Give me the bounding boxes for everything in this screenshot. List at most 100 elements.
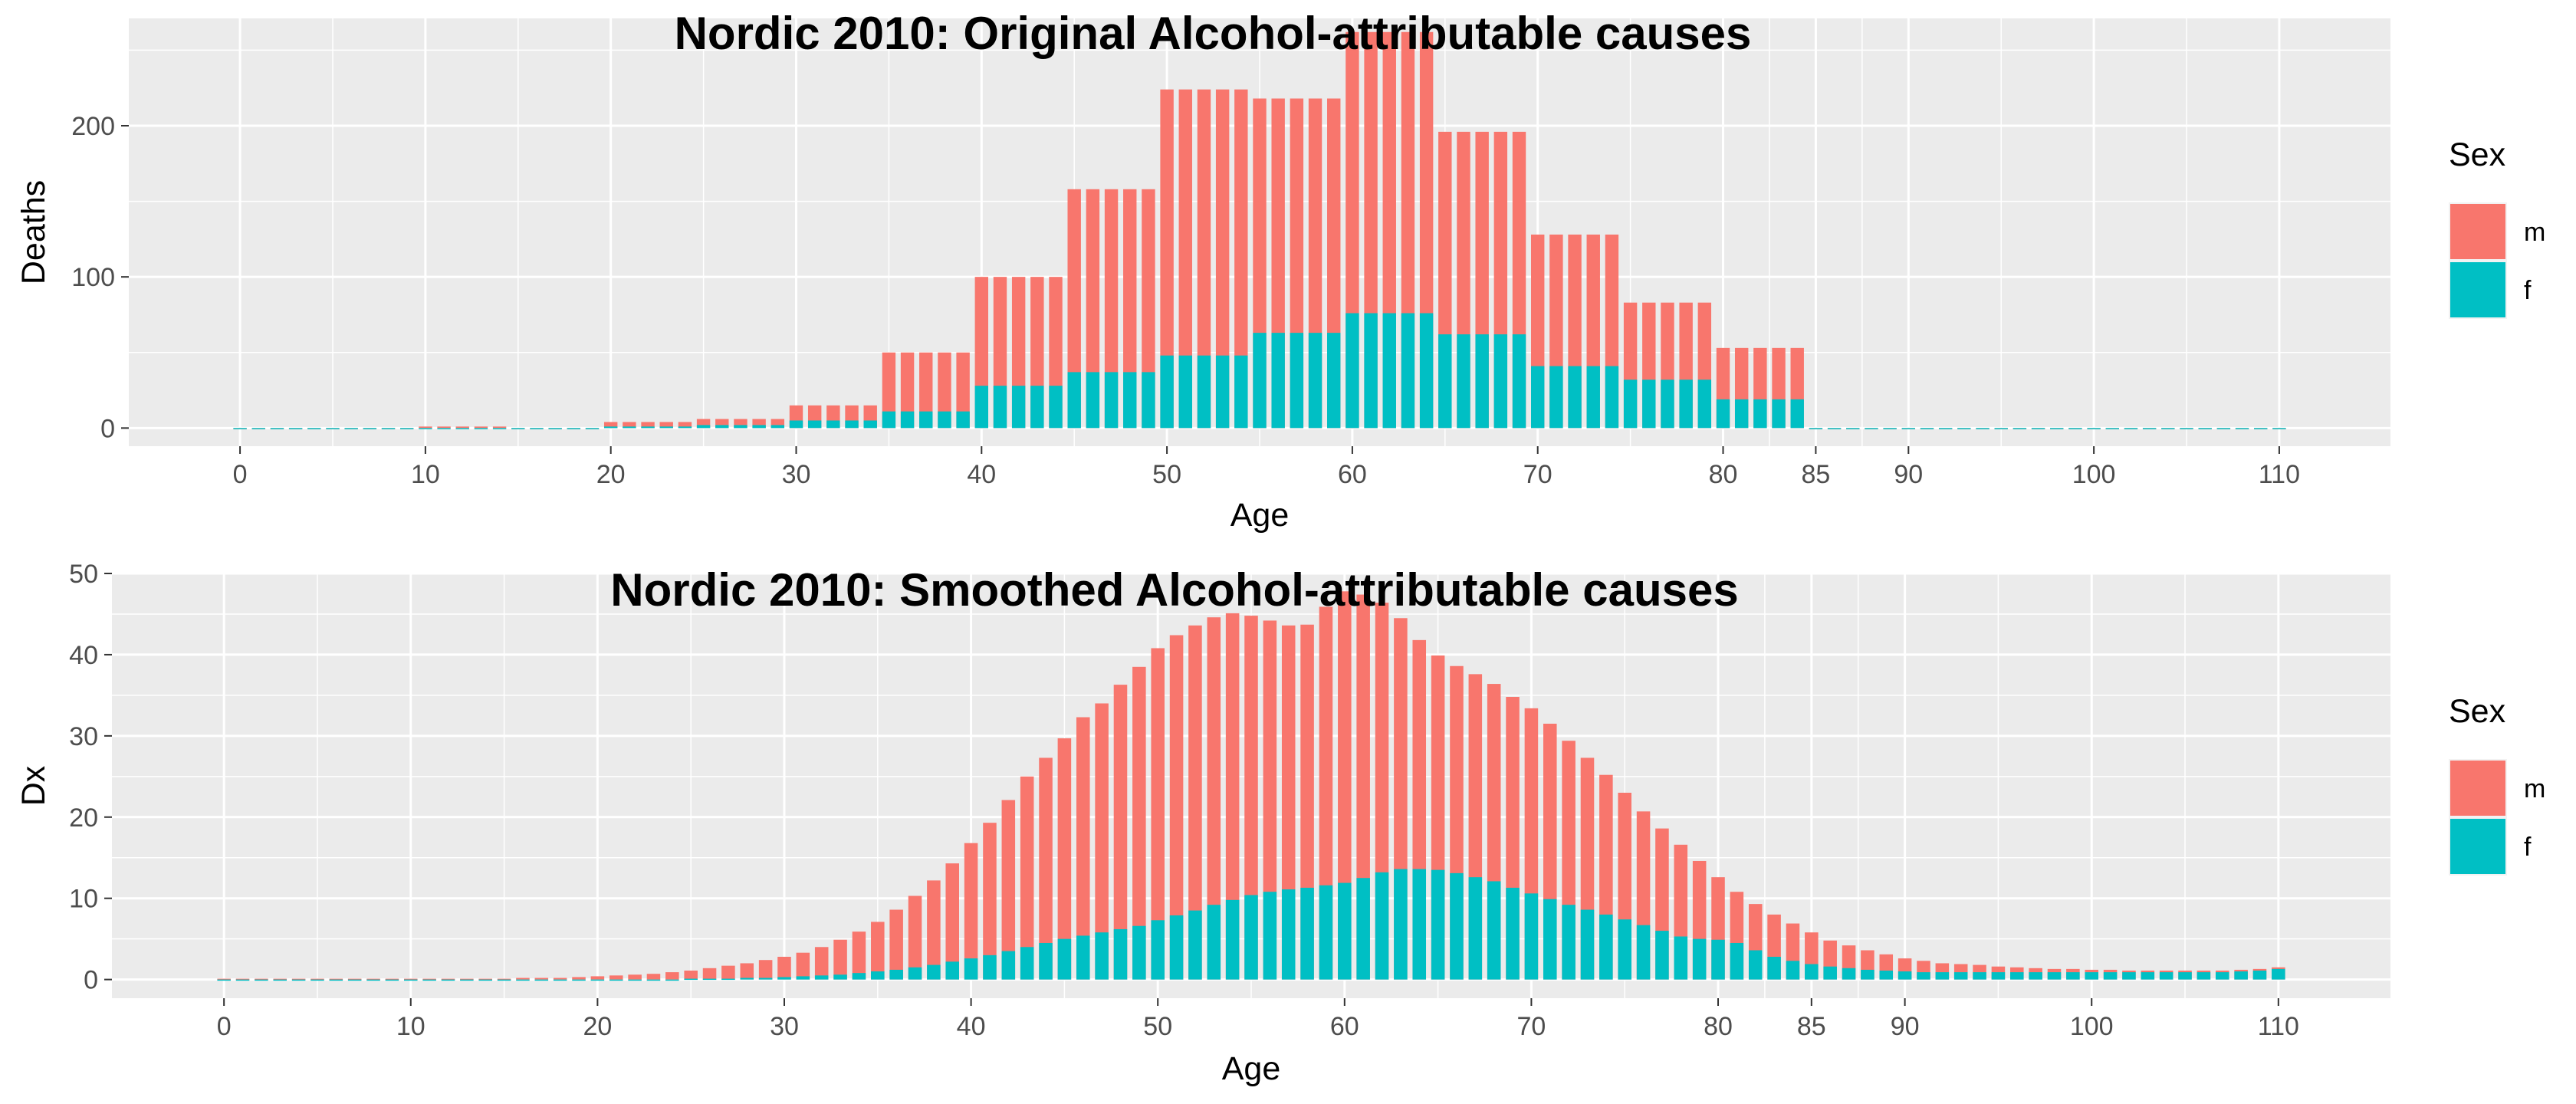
bar-f [1562,905,1576,980]
bar-f [1697,380,1712,429]
bar-m [908,895,922,980]
bar-m [900,352,915,429]
bar-f [307,428,321,429]
bar-f [1711,939,1725,980]
chart-title: Nordic 2010: Smoothed Alcohol-attributab… [610,564,1738,616]
bar-m [235,978,250,981]
bar-f [2272,968,2285,980]
bar-f [927,964,941,980]
bar-f [1506,887,1520,980]
bar-f [1674,936,1688,980]
bar-m [437,426,451,429]
bar-f [288,428,303,429]
bar-f [665,979,679,981]
bar-m [1178,89,1192,429]
y-axis-title: Deaths [15,180,52,284]
bar-f [1215,355,1230,429]
bar-f [1151,920,1165,980]
series-f [217,869,2285,981]
bar-m [684,970,698,980]
bar-f [251,428,265,429]
bar-f [2235,428,2249,429]
bar-f [310,979,324,981]
bar-f [1468,877,1483,980]
x-tick-label: 70 [1516,1012,1546,1041]
bar-f [752,425,766,429]
bar-f [1271,333,1285,429]
bar-f [1846,428,1860,429]
bar-f [945,961,959,980]
x-tick-label: 90 [1891,1012,1920,1041]
bar-m [329,978,343,981]
bar-f [814,975,829,980]
bar-f [217,979,231,981]
bar-f [2254,428,2268,429]
bar-f [385,979,399,981]
bar-m [777,956,791,980]
bar-f [1375,872,1389,980]
bar-f [235,979,250,981]
bar-m [1188,625,1202,980]
legend: Sex m f [2449,693,2545,876]
bar-f [2142,428,2157,429]
chart-title: Nordic 2010: Original Alcohol-attributab… [675,8,1752,59]
bar-m [590,976,605,980]
x-tick-label: 50 [1152,460,1181,489]
bar-f [641,426,655,429]
bar-f [590,979,605,981]
bar-f [938,411,951,429]
bar-f [646,979,661,981]
chart-panel-1: 0 10 20 30 40 50 60 70 80 85 90 100 110 0 100 200 Nordic… [15,8,2545,534]
bar-f [919,411,933,429]
series-f [233,313,2286,429]
bar-f [329,979,343,981]
bar-f [826,420,840,429]
bar-f [363,428,377,429]
bar-f [1197,355,1211,429]
bar-f [1178,355,1192,429]
bar-m [752,419,766,429]
bar-f [2272,428,2286,429]
bar-f [2085,972,2098,980]
bar-m [385,978,399,981]
bar-f [1057,938,1072,980]
y-tick-label: 200 [71,112,115,141]
bar-f [478,979,492,981]
bar-f [1953,972,1968,980]
bar-f [1524,893,1539,980]
x-tick-label: 10 [411,460,440,489]
bar-m [983,823,997,980]
bar-f [974,386,988,429]
bar-m [404,978,418,981]
bar-f [2031,428,2045,429]
bar-f [1716,399,1730,429]
bar-m [492,426,507,429]
x-tick-label: 20 [583,1012,612,1041]
bar-m [497,978,511,981]
bar-m [1197,89,1211,429]
bar-f [1011,386,1026,429]
bar-f [1188,910,1202,980]
bar-f [1207,905,1221,980]
bar-f [1618,919,1631,980]
bar-m [1001,800,1016,980]
bar-f [1734,399,1749,429]
bar-f [1356,878,1370,980]
bar-f [2047,972,2062,980]
y-tick-label: 10 [69,885,98,914]
bar-f [1319,885,1333,980]
bar-m [1142,189,1155,429]
bar-m [927,880,941,980]
bar-m [702,968,717,980]
bar-f [696,425,711,429]
bar-f [609,979,623,981]
x-tick-label: 70 [1523,460,1552,489]
x-tick-label: 80 [1704,1012,1733,1041]
bar-m [740,963,754,980]
x-tick-label: 40 [957,1012,986,1041]
bar-m [553,978,567,980]
bar-f [2122,972,2136,980]
bar-f [1879,970,1894,980]
bar-f [2215,972,2229,980]
